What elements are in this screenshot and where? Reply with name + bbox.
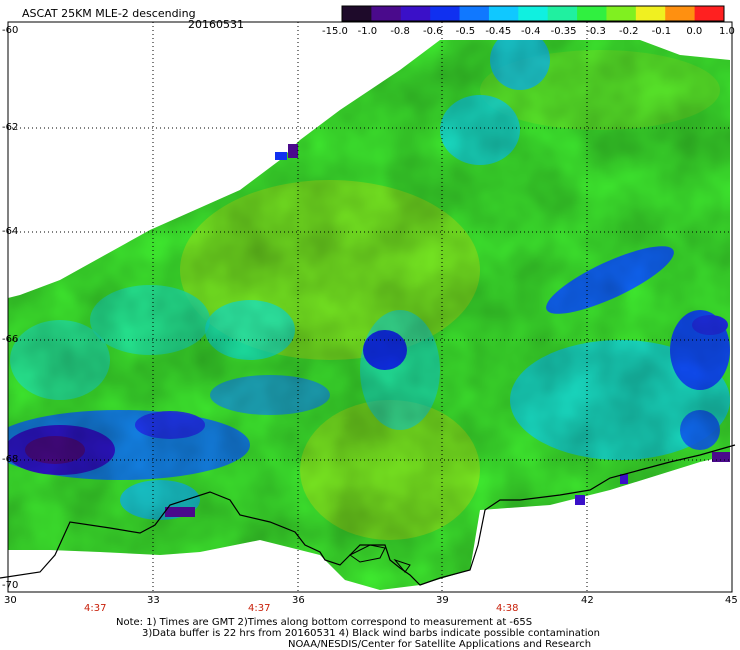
colorbar-label: -15.0 bbox=[322, 26, 348, 37]
colorbar-segment bbox=[459, 6, 490, 21]
colorbar-segment bbox=[518, 6, 549, 21]
colorbar-segment bbox=[547, 6, 578, 21]
colorbar-segment bbox=[342, 6, 372, 21]
colorbar-segment bbox=[635, 6, 666, 21]
colorbar-segment bbox=[606, 6, 637, 21]
colorbar-segment bbox=[371, 6, 402, 21]
lat-lon-grid bbox=[8, 22, 732, 592]
lat-label: -66 bbox=[2, 334, 19, 345]
colorbar-label: 0.0 bbox=[686, 26, 703, 37]
map-title: ASCAT 25KM MLE-2 descending bbox=[22, 7, 196, 20]
colorbar-border bbox=[341, 5, 725, 22]
lon-label: 33 bbox=[147, 595, 160, 606]
note-line: Note: 1) Times are GMT 2)Times along bot… bbox=[116, 617, 533, 628]
lat-label: -62 bbox=[2, 122, 19, 133]
colorbar-label: -0.4 bbox=[521, 26, 541, 37]
colorbar-label: -0.5 bbox=[455, 26, 476, 37]
lon-label: 45 bbox=[725, 595, 738, 606]
colorbar-segment bbox=[694, 6, 725, 21]
lon-label: 36 bbox=[292, 595, 305, 606]
colorbar-segment bbox=[488, 6, 519, 21]
colorbar-label: -0.35 bbox=[550, 26, 577, 37]
colorbar-label: -0.2 bbox=[619, 26, 639, 37]
colorbar-segment bbox=[577, 6, 607, 21]
colorbar-label: -0.6 bbox=[423, 26, 443, 37]
colorbar-label: -0.3 bbox=[586, 26, 606, 37]
lat-label: -64 bbox=[2, 226, 19, 237]
note-line: NOAA/NESDIS/Center for Satellite Applica… bbox=[288, 639, 592, 650]
note-line: 3)Data buffer is 22 hrs from 20160531 4)… bbox=[142, 628, 600, 639]
colorbar-segment bbox=[665, 6, 696, 21]
lat-label: -70 bbox=[2, 580, 19, 591]
colorbar-label: -1.0 bbox=[357, 26, 378, 37]
lon-label: 39 bbox=[436, 595, 449, 606]
colorbar bbox=[341, 5, 725, 22]
lon-label: 42 bbox=[581, 595, 594, 606]
map-frame bbox=[7, 21, 733, 593]
colorbar-label: -0.1 bbox=[651, 26, 672, 37]
time-label: 4:37 bbox=[248, 603, 271, 614]
time-label: 4:38 bbox=[496, 603, 519, 614]
colorbar-segment bbox=[400, 6, 431, 21]
colorbar-segment bbox=[430, 6, 461, 21]
colorbar-label: -0.45 bbox=[485, 26, 512, 37]
lon-label: 30 bbox=[4, 595, 17, 606]
colorbar-label: 1.0 bbox=[719, 26, 735, 37]
lat-label: -68 bbox=[2, 454, 19, 465]
time-label: 4:37 bbox=[84, 603, 107, 614]
colorbar-label: -0.8 bbox=[390, 26, 410, 37]
lat-label: -60 bbox=[2, 25, 19, 36]
map-date: 20160531 bbox=[188, 18, 244, 31]
